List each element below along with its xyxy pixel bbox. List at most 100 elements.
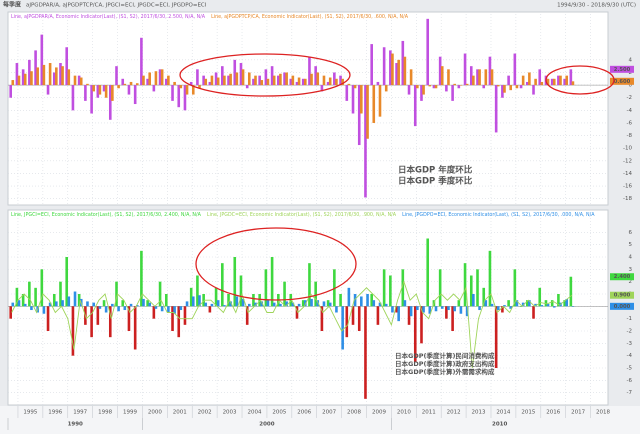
y-tick-label: -3 [627,341,633,347]
y-tick-label: 6 [629,230,633,236]
bar [270,66,274,86]
bar [28,281,31,307]
bar [509,306,512,309]
annotation: 日本GDP 年度环比 [398,165,473,176]
bar [235,72,239,86]
bar [434,85,438,89]
bar [310,73,313,86]
bar [515,85,519,89]
bar [208,306,212,313]
bar [565,75,569,86]
legend-entry: Line, JPGDC=ECI, Economic Indicator(Last… [207,212,397,218]
y-tick-label: -18 [623,196,632,202]
bar [401,269,405,307]
bar [563,78,566,86]
bar [79,77,83,86]
bar [490,303,494,307]
bar [9,306,12,319]
bar [154,306,158,309]
bar [191,85,195,95]
bar [84,85,87,101]
bar [191,296,195,307]
bar [463,53,467,86]
bar [422,85,425,95]
bar [291,75,295,86]
bar [372,85,376,123]
bar [196,275,199,307]
bar [335,78,338,86]
x-tick-label: 2001 [173,410,187,416]
bar [92,302,95,307]
bar [310,298,313,307]
legend-entry: Line, aJPGDPTCP/CA, Economic Indicator(L… [211,14,409,20]
bar [177,85,181,108]
bar [48,302,52,307]
bar [260,301,264,307]
bar [129,81,133,86]
last-value-tag [610,291,634,299]
bar [519,306,523,307]
bar [34,50,37,86]
bar [413,306,417,362]
bar [345,306,349,338]
bar [77,75,81,86]
bar [96,85,100,98]
bar [459,85,463,86]
bar [104,306,108,313]
bar [465,306,469,317]
bar [214,287,218,307]
bar [397,306,400,322]
bar [347,287,351,307]
bar [223,305,226,307]
bar [416,306,419,311]
bar [569,69,573,86]
bar [494,306,498,368]
bar [407,306,411,325]
bar [366,85,369,139]
bar [258,75,261,86]
bar [445,85,448,92]
bar [308,263,311,307]
bar [254,75,257,86]
bar [117,85,120,89]
bar [96,306,100,325]
x-tick-label: 1996 [48,410,62,416]
bar [320,85,324,92]
x-tick-label: 2005 [272,410,286,416]
bar [409,69,413,86]
bar [472,75,475,86]
bar [459,306,463,314]
bar [252,78,255,86]
bar [376,306,380,325]
bar [102,300,106,307]
bar [34,287,37,307]
bar [428,85,432,87]
bar [23,73,27,86]
x-tick-label: 2000 [148,410,162,416]
bar [482,287,486,307]
bar [538,69,542,86]
y-tick-label: -1 [627,316,632,322]
bar [111,303,114,307]
bar [160,69,164,86]
bar [428,306,432,314]
bar [314,66,317,86]
bar [42,64,46,86]
bar [360,85,363,114]
bar [73,75,77,86]
bar [521,75,525,86]
bar [71,85,75,111]
bar [102,85,106,92]
bar [488,56,492,86]
bar [326,81,330,86]
bar [233,257,237,307]
bar [98,85,102,95]
bar [314,281,317,307]
bar [198,295,201,307]
bar [185,85,189,95]
bar [28,59,31,86]
bar [71,306,75,356]
bar [540,305,544,307]
bar [235,296,239,307]
bar [272,75,276,86]
